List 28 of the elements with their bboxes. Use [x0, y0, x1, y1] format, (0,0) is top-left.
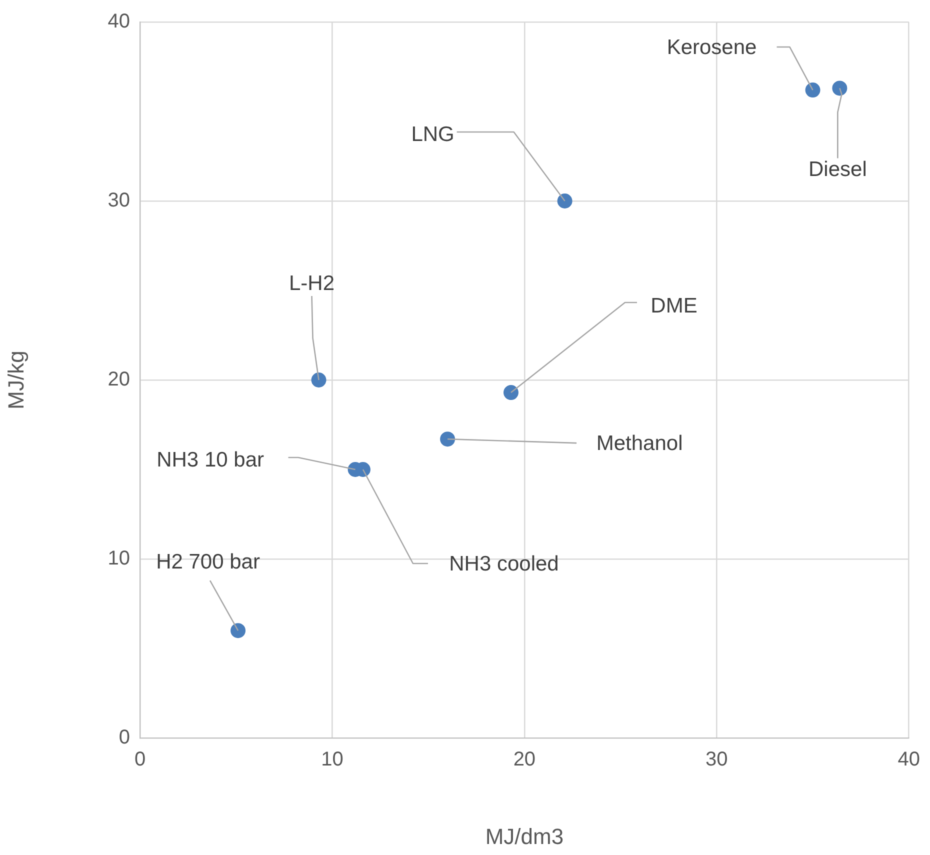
y-tick-label: 10: [108, 548, 130, 570]
point: [832, 80, 848, 96]
point: [805, 82, 820, 98]
y-tick-label: 30: [108, 190, 130, 212]
y-axis-title: MJ/kg: [3, 350, 28, 410]
annotation: NH3 cooled: [449, 552, 559, 576]
point: [311, 372, 326, 388]
annotation: H2 700 bar: [156, 550, 260, 574]
x-axis-title: MJ/dm3: [485, 824, 564, 849]
x-tick-label: 20: [513, 748, 536, 771]
x-tick-label: 30: [706, 748, 728, 771]
point: [440, 432, 456, 447]
annotation: LNG: [411, 122, 454, 146]
y-tick-label: 20: [108, 368, 130, 391]
annotation: DME: [650, 294, 698, 318]
y-tick-label: 40: [108, 10, 130, 33]
annotation: NH3 10 bar: [156, 448, 264, 472]
point: [230, 623, 246, 638]
x-tick-label: 0: [134, 748, 146, 771]
x-tick-label: 10: [321, 748, 344, 771]
y-tick-label: 0: [118, 726, 130, 749]
point: [557, 194, 572, 208]
x-tick-label: 40: [898, 748, 920, 771]
point: [503, 385, 518, 400]
annotation: Kerosene: [666, 36, 757, 59]
annotation: L-H2: [289, 272, 335, 295]
annotation: Methanol: [596, 432, 683, 455]
annotation: Diesel: [808, 158, 867, 182]
